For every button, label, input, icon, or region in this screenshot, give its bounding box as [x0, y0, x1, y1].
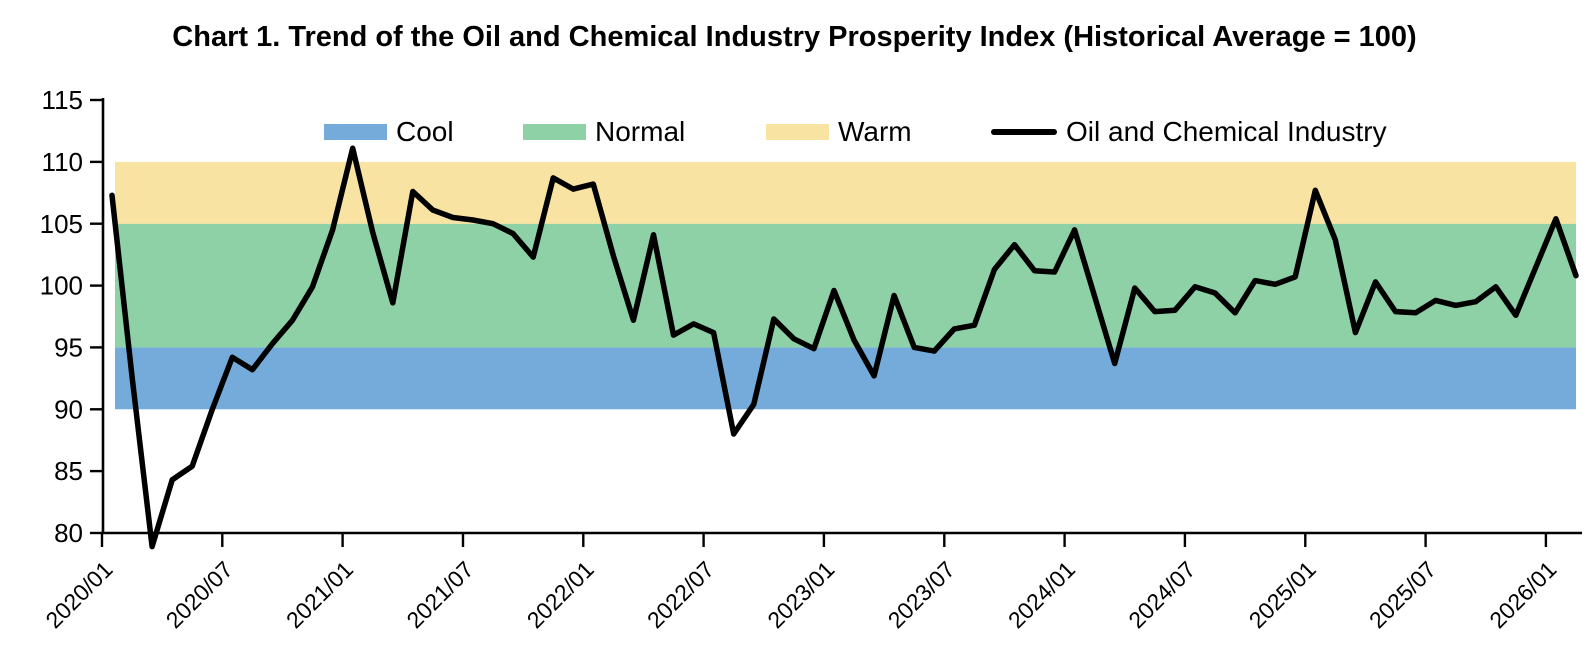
- x-tick-label: 2024/01: [1003, 556, 1080, 633]
- y-tick-label: 90: [54, 394, 83, 424]
- x-tick-label: 2021/07: [401, 556, 478, 633]
- x-tick-label: 2020/01: [40, 556, 117, 633]
- legend-item-normal: Normal: [523, 117, 685, 147]
- y-tick-label: 105: [40, 209, 83, 239]
- legend-item-cool: Cool: [324, 117, 454, 147]
- legend-label-cool: Cool: [396, 116, 454, 147]
- normal-band-swatch: [523, 124, 586, 140]
- x-tick-label: 2022/01: [522, 556, 599, 633]
- x-tick-label: 2021/01: [281, 556, 358, 633]
- series-line-swatch: [991, 129, 1057, 135]
- x-tick-label: 2025/07: [1364, 556, 1441, 633]
- y-tick-label: 95: [54, 333, 83, 363]
- axis-lines: [101, 98, 1582, 535]
- band-normal: [115, 223, 1576, 348]
- y-tick-label: 115: [42, 85, 83, 115]
- cool-band-swatch: [324, 124, 387, 140]
- x-tick-label: 2023/07: [883, 556, 960, 633]
- legend-item-warm: Warm: [766, 117, 912, 147]
- legend-label-oil-and-chemical-industry: Oil and Chemical Industry: [1066, 116, 1387, 147]
- chart-title: Chart 1. Trend of the Oil and Chemical I…: [172, 21, 1417, 53]
- y-tick-label: 110: [42, 147, 83, 177]
- x-tick-label: 2022/07: [642, 556, 719, 633]
- legend-item-oil-and-chemical-industry: Oil and Chemical Industry: [991, 117, 1387, 147]
- series-line-oil-and-chemical-industry: [109, 145, 1579, 550]
- x-tick-label: 2024/07: [1123, 556, 1200, 633]
- warm-band-swatch: [766, 124, 829, 140]
- y-tick-label: 100: [40, 271, 83, 301]
- x-tick-label: 2023/01: [762, 556, 839, 633]
- x-tick-label: 2020/07: [161, 556, 238, 633]
- y-tick-label: 80: [54, 518, 83, 548]
- y-tick-label: 85: [54, 456, 83, 486]
- legend-label-normal: Normal: [595, 116, 686, 147]
- band-cool: [115, 347, 1576, 410]
- legend-label-warm: Warm: [838, 116, 912, 147]
- x-tick-label: 2025/01: [1244, 556, 1321, 633]
- x-tick-label: 2026/01: [1484, 556, 1561, 633]
